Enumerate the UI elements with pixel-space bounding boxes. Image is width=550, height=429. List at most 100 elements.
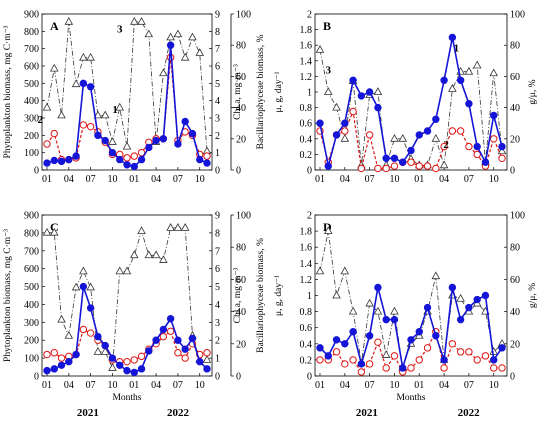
panel-a-series-2-point xyxy=(79,121,88,129)
panel-a-series-3-point xyxy=(108,137,117,145)
panel-a-xtick-label: 01 xyxy=(42,174,52,185)
panel-d-series-1-point xyxy=(423,303,432,312)
panel-a-series-1-point xyxy=(57,157,66,166)
panel-b-series-1-point xyxy=(415,131,423,139)
panel-a-series-3-point xyxy=(173,29,183,38)
panel-d-series-1-point xyxy=(440,356,448,364)
panel-a-ytick-left-label: 0 xyxy=(34,166,39,177)
panel-a-series-3-point xyxy=(166,32,175,41)
panel-b-series-3-point xyxy=(398,133,408,142)
panel-d-series-3-point xyxy=(431,271,441,280)
panel-a-series-2-point xyxy=(50,129,58,138)
panel-a-series-3-point xyxy=(122,141,132,150)
panel-d-series-2-point xyxy=(498,364,506,372)
panel-b-series-3-point xyxy=(489,68,499,77)
panel-c-series-3-point xyxy=(71,282,81,291)
panel-c-series-2-point xyxy=(50,349,58,357)
panel-d-series-2-point xyxy=(490,364,498,372)
panel-a-ytick-right-label: 8 xyxy=(215,27,220,38)
panel-b-series-2-point xyxy=(423,162,432,170)
panel-d-series-2-point xyxy=(473,356,481,364)
panel-d-ytick-left-label: 1.6 xyxy=(300,243,313,254)
panel-d-series-2-point xyxy=(316,356,324,364)
panel-c-series-3-point xyxy=(93,347,103,355)
panel-c-series-2-point xyxy=(130,356,138,364)
panel-b-xtick-label: 01 xyxy=(315,174,325,185)
panel-a-ytick-right-label: 5 xyxy=(215,79,220,90)
panel-a-ytick-right-label: 2 xyxy=(215,131,220,142)
panel-c-ytick-right-label: 1 xyxy=(215,354,220,365)
panel-c-series-3-point xyxy=(100,347,110,355)
panel-c-xtick-label: 01 xyxy=(129,380,139,391)
panel-a-series-3-point xyxy=(137,16,146,25)
panel-c-series-3-point xyxy=(115,266,125,275)
panel-b-series-1-point xyxy=(332,131,341,139)
panel-a-series-1-point xyxy=(94,131,102,140)
panel-a-series-1-point xyxy=(72,152,80,160)
panel-b-series-3-point xyxy=(497,146,507,155)
panel-c-series-2-point xyxy=(86,329,95,337)
panel-a-series-1-point xyxy=(123,161,131,169)
panel-a-ytick-right2-label: 40 xyxy=(236,103,246,114)
panel-b-series-3-point xyxy=(390,133,399,142)
panel-c-ytick-right2-label: 0 xyxy=(236,372,241,383)
panel-c-series-1-point xyxy=(86,304,95,312)
panel-a-series-1-point xyxy=(166,41,175,49)
panel-c-series-1-point xyxy=(123,366,131,375)
panel-c-series-2-point xyxy=(57,354,66,362)
panel-b-ytick-right-label: 0 xyxy=(510,166,515,177)
panel-d-series-2-point xyxy=(456,348,465,356)
panel-a-series-3-point xyxy=(144,29,154,38)
panel-c-series-1-point xyxy=(72,350,80,359)
panel-c-xtick-label: 07 xyxy=(86,380,96,391)
panel-c-series-1-point xyxy=(181,345,189,353)
panel-a-ytick-left-label: 700 xyxy=(24,44,39,55)
panel-d-xtick-label: 01 xyxy=(414,380,424,391)
panel-c-series-3-point xyxy=(86,282,95,291)
panel-c-series-1-point xyxy=(196,357,204,366)
panel-a-series-2-point xyxy=(86,122,95,131)
panel-d-xlabel: Months xyxy=(396,393,425,403)
panel-b-xtick-label: 01 xyxy=(414,174,424,185)
panel-a-series-1-point xyxy=(43,159,51,167)
panel-b-series-3-point xyxy=(340,133,350,142)
panel-a-xtick-label: 04 xyxy=(64,174,74,185)
panel-b-series-1-point xyxy=(407,146,415,155)
panel-c-ytick-right-label: 6 xyxy=(215,264,220,275)
panel-c-series-1-point xyxy=(57,361,66,369)
panel-b-series-1-point xyxy=(349,76,357,85)
panel-d-label: D xyxy=(323,220,332,234)
panel-b-series-3-point xyxy=(464,66,474,75)
panel-c-ytick-right2-label: 80 xyxy=(236,243,246,254)
panel-a-ytick-right2-label: 80 xyxy=(236,41,246,52)
panel-c-series-1-point xyxy=(116,361,124,369)
panel-c-xlabel: Months xyxy=(112,393,141,403)
panel-b-series-1-point xyxy=(357,92,366,100)
panel-b-series-2-point xyxy=(382,164,390,173)
panel-d-ylabel-left: μ, g, day⁻¹ xyxy=(274,275,284,316)
panel-c-series-2-point xyxy=(159,332,168,341)
panel-d-year-2: 2022 xyxy=(458,407,481,419)
panel-b-ytick-left-label: 1.4 xyxy=(300,56,313,67)
panel-d-series-1-point xyxy=(498,344,506,352)
panel-a-series-3-point xyxy=(86,52,95,61)
panel-b-series-1-point xyxy=(440,76,448,85)
panel-b-xtick-label: 07 xyxy=(365,174,375,185)
panel-b-ylabel-right: g/μ, % xyxy=(528,79,538,104)
panel-d-series-2-point xyxy=(481,352,490,360)
panel-d-series-1-point xyxy=(415,328,423,336)
panel-b-series-2-point xyxy=(456,127,465,135)
panel-b-series-label-2: 2 xyxy=(443,139,449,151)
panel-a-ytick-left-label: 600 xyxy=(24,62,39,73)
panel-a-ytick-left-label: 500 xyxy=(24,79,39,90)
panel-a-ytick-right-label: 6 xyxy=(215,62,220,73)
panel-b-xtick-label: 04 xyxy=(340,174,350,185)
panel-c-series-2-point xyxy=(43,350,51,359)
panel-d-xtick-label: 07 xyxy=(464,380,474,391)
panel-c-ytick-left-label: 800 xyxy=(24,228,39,239)
panel-c-series-1-point xyxy=(65,357,73,366)
panel-d-series-2-point xyxy=(465,348,473,356)
panel-a-ytick-right-label: 1 xyxy=(215,148,220,159)
panel-d-ytick-right-label: 0 xyxy=(510,372,515,383)
panel-a-series-1-point xyxy=(50,156,58,165)
